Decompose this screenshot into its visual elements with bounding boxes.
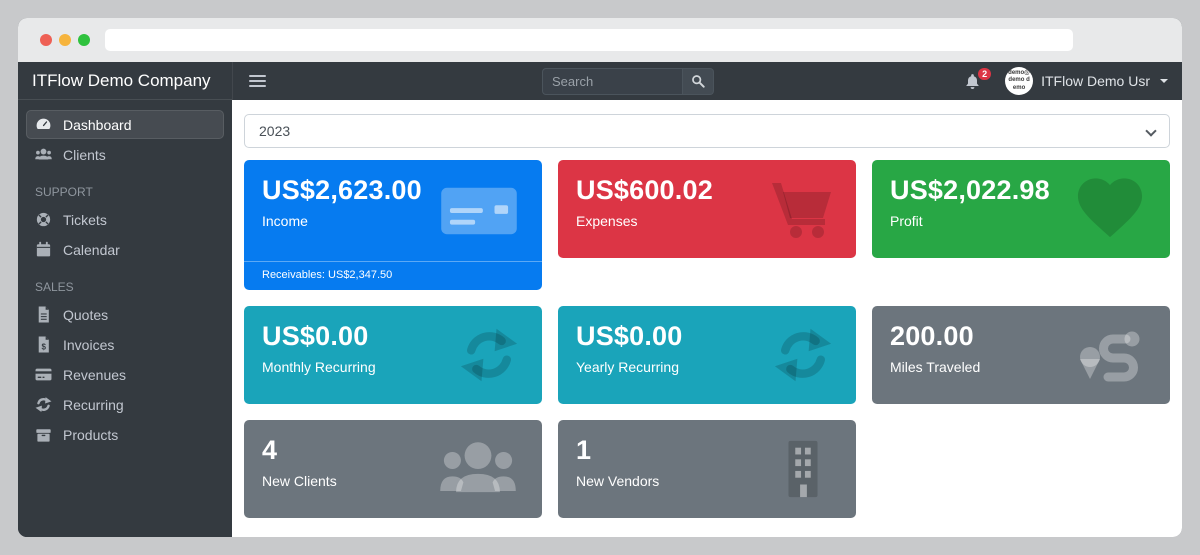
- sidebar-item-revenues[interactable]: Revenues: [26, 360, 224, 389]
- maximize-button[interactable]: [78, 34, 90, 46]
- close-button[interactable]: [40, 34, 52, 46]
- file-invoice-dollar-icon: [35, 336, 52, 353]
- brand-title[interactable]: ITFlow Demo Company: [18, 62, 232, 100]
- sync-icon: [772, 325, 834, 385]
- card-value: 1: [576, 435, 592, 465]
- search-input[interactable]: [542, 67, 683, 95]
- sidebar-item-label: Products: [63, 426, 119, 443]
- notifications-button[interactable]: 2: [964, 67, 992, 90]
- sidebar-item-label: Invoices: [63, 336, 115, 353]
- income-card[interactable]: US$2,623.00 Income Receivables: US$2,347…: [244, 160, 542, 290]
- sidebar-item-label: Quotes: [63, 306, 109, 323]
- card-label: Monthly Recurring: [262, 359, 376, 375]
- sidebar-item-clients[interactable]: Clients: [26, 140, 224, 169]
- sidebar-section-sales: SALES: [35, 280, 74, 294]
- minimize-button[interactable]: [59, 34, 71, 46]
- search-button[interactable]: [683, 67, 714, 95]
- users-icon: [436, 430, 520, 508]
- avatar: demo@demo demo: [1005, 67, 1034, 95]
- main-area: 2 demo@demo demo ITFlow Demo Usr 2023: [232, 62, 1182, 537]
- building-icon: [772, 438, 834, 500]
- tachometer-icon: [35, 116, 52, 133]
- sidebar-item-invoices[interactable]: Invoices: [26, 330, 224, 359]
- browser-address-bar[interactable]: [105, 29, 1073, 51]
- chevron-down-icon: [1160, 79, 1168, 83]
- card-value: US$0.00: [576, 321, 683, 351]
- route-icon: [1076, 323, 1148, 387]
- miles-traveled-card[interactable]: 200.00 Miles Traveled: [872, 306, 1170, 404]
- app-root: ITFlow Demo Company Dashboard Clients SU…: [18, 62, 1182, 537]
- sidebar-item-quotes[interactable]: Quotes: [26, 300, 224, 329]
- stat-cards-grid: US$2,623.00 Income Receivables: US$2,347…: [244, 160, 1170, 518]
- card-value: US$2,623.00: [262, 175, 422, 205]
- sidebar-item-products[interactable]: Products: [26, 420, 224, 449]
- file-lines-icon: [35, 306, 52, 323]
- credit-card-icon: [35, 366, 52, 383]
- monthly-recurring-card[interactable]: US$0.00 Monthly Recurring: [244, 306, 542, 404]
- heart-icon: [1072, 173, 1148, 245]
- card-value: US$2,022.98: [890, 175, 1050, 205]
- card-label: New Clients: [262, 473, 337, 489]
- sync-icon: [35, 396, 52, 413]
- search-group: [542, 67, 714, 95]
- sidebar-menu: Dashboard Clients SUPPORT Tickets Calend…: [18, 100, 232, 459]
- card-label: Miles Traveled: [890, 359, 981, 375]
- navbar-right: 2 demo@demo demo ITFlow Demo Usr: [964, 67, 1168, 95]
- menu-toggle-icon[interactable]: [249, 75, 266, 87]
- card-label: Profit: [890, 213, 923, 229]
- box-icon: [35, 426, 52, 443]
- sidebar-item-calendar[interactable]: Calendar: [26, 235, 224, 264]
- sidebar-item-label: Recurring: [63, 396, 124, 413]
- sidebar-item-tickets[interactable]: Tickets: [26, 205, 224, 234]
- card-label: Expenses: [576, 213, 638, 229]
- life-ring-icon: [35, 211, 52, 228]
- credit-card-icon: [438, 180, 520, 242]
- sidebar-item-label: Calendar: [63, 241, 120, 258]
- expenses-card[interactable]: US$600.02 Expenses: [558, 160, 856, 258]
- card-value: US$0.00: [262, 321, 369, 351]
- card-label: Income: [262, 213, 308, 229]
- yearly-recurring-card[interactable]: US$0.00 Yearly Recurring: [558, 306, 856, 404]
- users-icon: [35, 146, 52, 163]
- sidebar-item-label: Tickets: [63, 211, 107, 228]
- new-clients-card[interactable]: 4 New Clients: [244, 420, 542, 518]
- sidebar-item-dashboard[interactable]: Dashboard: [26, 110, 224, 139]
- sidebar-item-label: Revenues: [63, 366, 127, 383]
- top-navbar: 2 demo@demo demo ITFlow Demo Usr: [232, 62, 1182, 100]
- user-name: ITFlow Demo Usr: [1041, 73, 1150, 89]
- search-icon: [691, 74, 705, 88]
- sidebar-item-label: Clients: [63, 146, 106, 163]
- sync-icon: [458, 325, 520, 385]
- profit-card[interactable]: US$2,022.98 Profit: [872, 160, 1170, 258]
- calendar-icon: [35, 241, 52, 258]
- traffic-lights: [40, 34, 90, 46]
- browser-window: ITFlow Demo Company Dashboard Clients SU…: [18, 18, 1182, 537]
- sidebar-item-recurring[interactable]: Recurring: [26, 390, 224, 419]
- year-select-value: 2023: [259, 123, 291, 139]
- card-value: US$600.02: [576, 175, 713, 205]
- card-footer: Receivables: US$2,347.50: [244, 261, 542, 290]
- chevron-down-icon: [1145, 125, 1157, 137]
- sidebar-section-support: SUPPORT: [35, 185, 93, 199]
- browser-chrome: [18, 18, 1182, 62]
- user-menu[interactable]: demo@demo demo ITFlow Demo Usr: [1005, 67, 1168, 95]
- card-label: Yearly Recurring: [576, 359, 679, 375]
- card-label: New Vendors: [576, 473, 660, 489]
- new-vendors-card[interactable]: 1 New Vendors: [558, 420, 856, 518]
- dashboard-content: 2023 US$2,623.00 Income Receivables: US$…: [232, 100, 1182, 537]
- card-value: 200.00: [890, 321, 974, 351]
- card-value: 4: [262, 435, 278, 465]
- shopping-cart-icon: [768, 177, 834, 241]
- sidebar: ITFlow Demo Company Dashboard Clients SU…: [18, 62, 232, 537]
- sidebar-item-label: Dashboard: [63, 116, 132, 133]
- notification-badge: 2: [978, 67, 992, 80]
- year-select[interactable]: 2023: [244, 114, 1170, 148]
